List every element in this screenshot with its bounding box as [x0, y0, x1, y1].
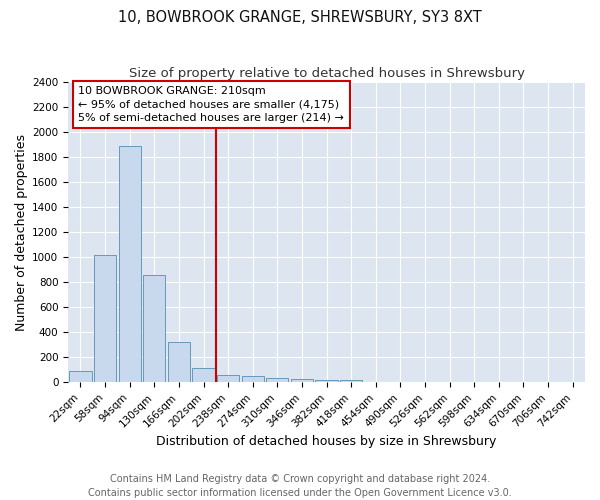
- Bar: [193, 368, 215, 382]
- Text: Contains HM Land Registry data © Crown copyright and database right 2024.
Contai: Contains HM Land Registry data © Crown c…: [88, 474, 512, 498]
- X-axis label: Distribution of detached houses by size in Shrewsbury: Distribution of detached houses by size …: [157, 434, 497, 448]
- Bar: [266, 378, 289, 382]
- Bar: [316, 380, 338, 382]
- Y-axis label: Number of detached properties: Number of detached properties: [15, 134, 28, 330]
- Bar: [143, 274, 166, 382]
- Bar: [291, 379, 313, 382]
- Text: 10, BOWBROOK GRANGE, SHREWSBURY, SY3 8XT: 10, BOWBROOK GRANGE, SHREWSBURY, SY3 8XT: [118, 10, 482, 25]
- Bar: [168, 342, 190, 382]
- Bar: [217, 376, 239, 382]
- Text: 10 BOWBROOK GRANGE: 210sqm
← 95% of detached houses are smaller (4,175)
5% of se: 10 BOWBROOK GRANGE: 210sqm ← 95% of deta…: [79, 86, 344, 122]
- Bar: [242, 376, 264, 382]
- Bar: [119, 146, 141, 382]
- Bar: [70, 371, 92, 382]
- Title: Size of property relative to detached houses in Shrewsbury: Size of property relative to detached ho…: [128, 68, 524, 80]
- Bar: [94, 254, 116, 382]
- Bar: [340, 380, 362, 382]
